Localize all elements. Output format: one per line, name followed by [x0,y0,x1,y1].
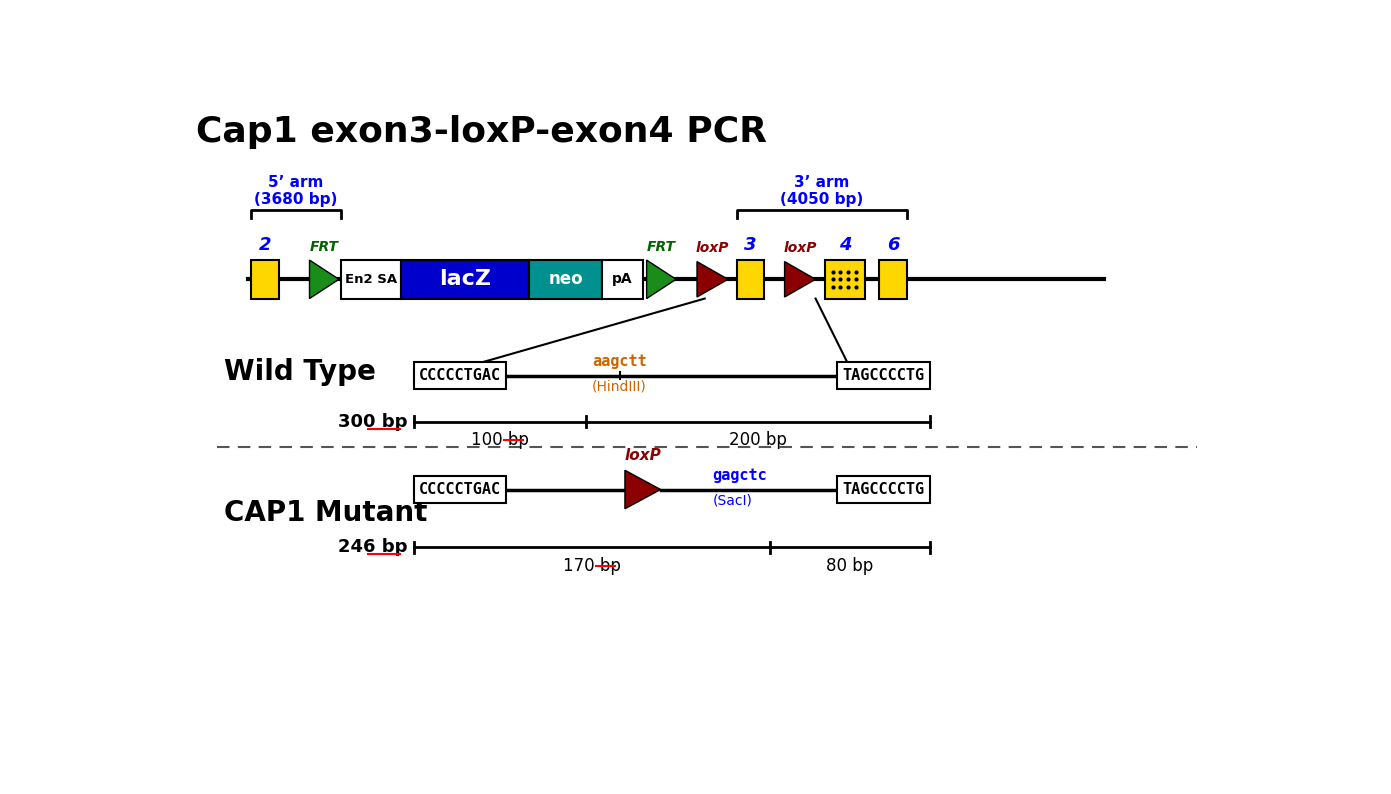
Polygon shape [785,261,815,297]
Bar [836,476,929,503]
Text: Cap1 exon3-loxP-exon4 PCR: Cap1 exon3-loxP-exon4 PCR [196,115,766,149]
Text: TAGCCCCTG: TAGCCCCTG [842,368,924,383]
Bar [252,260,280,299]
Text: gagctc: gagctc [712,468,768,484]
Text: 80 bp: 80 bp [826,557,874,575]
Text: (SacI): (SacI) [712,493,753,507]
Text: TAGCCCCTG: TAGCCCCTG [842,482,924,497]
Text: pA: pA [612,272,633,287]
Bar [415,476,505,503]
Text: 4: 4 [839,236,851,254]
Text: En2 SA: En2 SA [345,273,396,286]
Text: FRT: FRT [310,240,339,254]
Text: CCCCCTGAC: CCCCCTGAC [419,482,501,497]
Bar [415,363,505,388]
Bar [879,260,907,299]
Polygon shape [647,260,676,299]
Polygon shape [625,470,661,509]
Polygon shape [697,261,727,297]
Text: 3: 3 [744,236,757,254]
Text: neo: neo [548,270,583,288]
Text: lacZ: lacZ [440,269,491,289]
Text: 6: 6 [887,236,900,254]
Text: 5’ arm
(3680 bp): 5’ arm (3680 bp) [255,175,338,207]
Text: 2: 2 [259,236,271,254]
Bar [529,260,602,299]
Text: 200 bp: 200 bp [729,431,787,449]
Bar [836,363,929,388]
Text: (HindIII): (HindIII) [593,380,647,393]
Text: loxP: loxP [696,241,729,256]
Bar [341,260,401,299]
Text: Wild Type: Wild Type [224,358,376,386]
Bar [401,260,529,299]
Polygon shape [310,260,339,299]
Text: 300 bp: 300 bp [338,413,408,431]
Text: 246 bp: 246 bp [338,538,408,557]
Text: 170 bp: 170 bp [563,557,622,575]
Text: CCCCCTGAC: CCCCCTGAC [419,368,501,383]
Text: aagctt: aagctt [593,354,647,369]
Text: FRT: FRT [647,240,676,254]
Bar [602,260,643,299]
Text: CAP1 Mutant: CAP1 Mutant [224,499,427,526]
Text: loxP: loxP [783,241,817,256]
Bar [825,260,865,299]
Text: 3’ arm
(4050 bp): 3’ arm (4050 bp) [780,175,864,207]
Text: loxP: loxP [625,448,661,463]
Text: 100 bp: 100 bp [472,431,529,449]
Bar [736,260,765,299]
